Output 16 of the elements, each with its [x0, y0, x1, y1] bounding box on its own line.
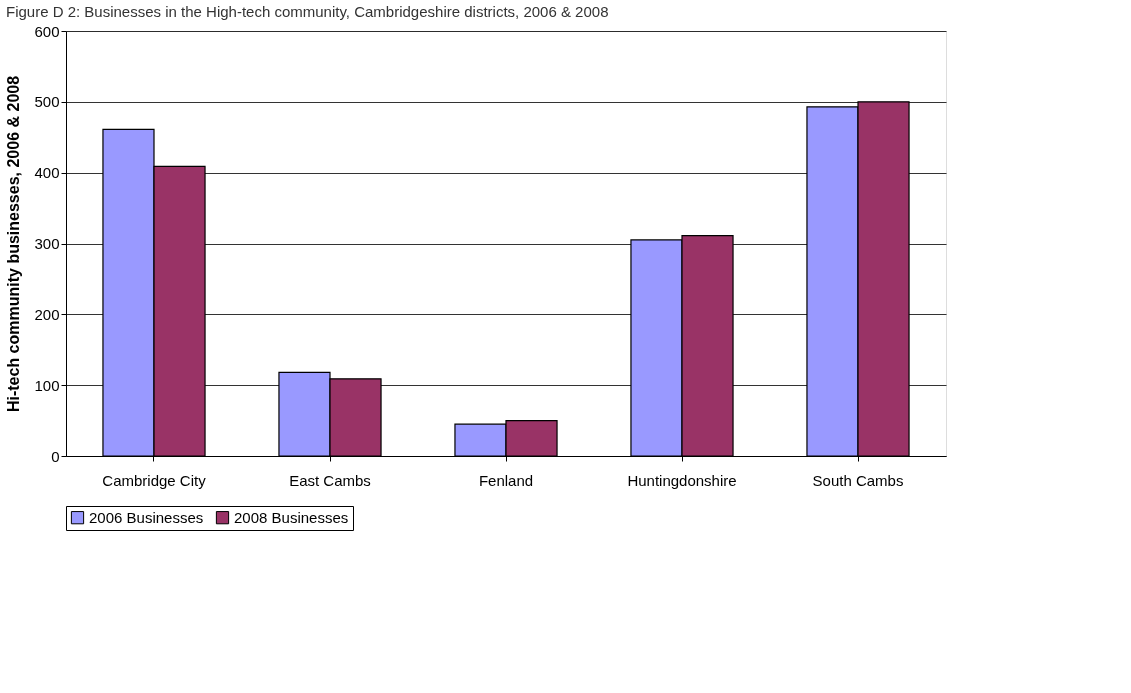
y-tick-label: 300 [34, 235, 60, 252]
y-axis-title: Hi-tech community businesses, 2006 & 2008 [5, 75, 23, 413]
x-tick-label: East Cambs [289, 471, 371, 489]
y-tick-label: 600 [34, 22, 60, 40]
legend-label: 2008 Businesses [234, 508, 349, 526]
y-tick-label: 100 [34, 376, 60, 394]
x-tick-label: Huntingdonshire [627, 471, 737, 489]
legend-label: 2006 Businesses [89, 508, 204, 526]
y-tick-label: 0 [51, 447, 60, 465]
y-tick-label: 500 [34, 93, 60, 111]
y-tick-label: 400 [34, 164, 60, 182]
x-tick-label: Fenland [478, 471, 534, 489]
chart-title: Figure D 2: Businesses in the High-tech community, Cambridgeshire districts, 2006 & 2008 [5, 3, 609, 20]
y-tick-label: 200 [34, 305, 60, 323]
x-tick-label: Cambridge City [102, 471, 207, 489]
x-tick-label: South Cambs [812, 471, 904, 489]
